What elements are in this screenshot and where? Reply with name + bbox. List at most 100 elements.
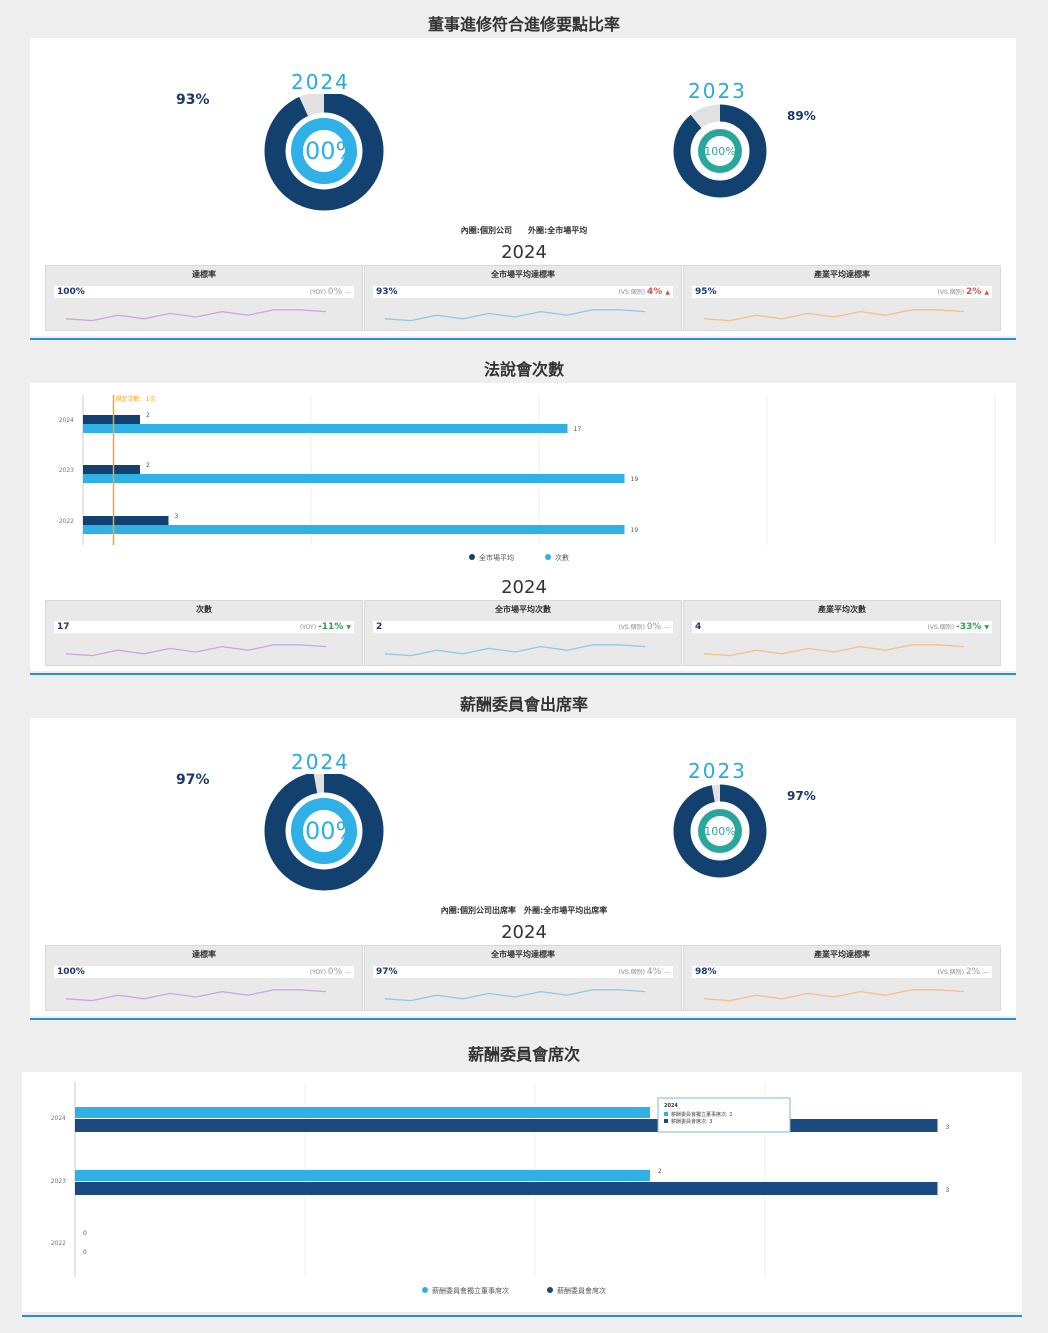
bar-value-label: 3 <box>175 513 179 520</box>
donut-inner-label: 100% <box>704 145 735 158</box>
bar-value-label: 3 <box>946 1124 950 1131</box>
stat-card: 產業平均達標率 95% (VS.個別) 2% ▲ <box>683 265 1001 331</box>
dash-icon: — <box>345 969 351 976</box>
tooltip-line: 薪酬委員會席次: 3 <box>671 1118 712 1125</box>
bar-total-seats <box>75 1182 938 1195</box>
stat-card-row: 93% (VS.個別) 4% ▲ <box>373 286 673 298</box>
arrow-down-icon: ▼ <box>346 624 351 631</box>
arrow-down-icon: ▼ <box>984 624 989 631</box>
tooltip-marker <box>664 1119 668 1123</box>
sparkline-path <box>385 644 646 657</box>
bar-value-label: 2 <box>146 412 150 419</box>
stat-card: 達標率 100% (YOY) 0% — <box>45 265 363 331</box>
stat-card-row: 2 (VS.個別) 0% — <box>373 621 673 633</box>
stat-card-title: 達標率 <box>192 950 216 959</box>
stat-card: 全市場平均達標率 97% (VS.個別) 4% — <box>364 945 682 1011</box>
stat-card-row: 100% (YOY) 0% — <box>54 966 354 978</box>
stat-card-value: 2 <box>376 622 383 632</box>
stat-card-value: 100% <box>57 967 85 977</box>
donut-inner-label: 100% <box>290 137 359 165</box>
change-value: 0% <box>327 287 345 297</box>
stat-card-change: (VS.個別) 4% ▲ <box>619 286 670 299</box>
comparison-label: (VS.個別) <box>937 969 966 976</box>
stat-card: 產業平均次數 4 (VS.個別) -33% ▼ <box>683 600 1001 666</box>
bar-market-average <box>83 415 140 424</box>
arrow-up-icon: ▲ <box>665 289 670 296</box>
donut-chart-2024: 100% <box>264 774 384 891</box>
bar-independent-seats <box>75 1170 650 1181</box>
y-tick-label: 2023 <box>59 467 74 474</box>
section-divider <box>30 673 1016 675</box>
section-divider <box>30 1018 1016 1020</box>
legend-label: 全市場平均 <box>479 553 514 562</box>
cards-year: 2024 <box>501 577 547 598</box>
stat-card-row: 95% (VS.個別) 2% ▲ <box>692 286 992 298</box>
bar-count <box>83 424 568 433</box>
stat-card-title: 產業平均達標率 <box>814 950 870 959</box>
stat-card-change: (YOY) 0% — <box>310 966 351 979</box>
sparkline <box>66 309 327 322</box>
section-divider <box>30 338 1016 340</box>
section-title-remuneration-attendance: 薪酬委員會出席率 <box>459 695 588 714</box>
stat-card-change: (VS.個別) -33% ▼ <box>928 621 989 634</box>
tooltip-line: 薪酬委員會獨立董事席次: 2 <box>671 1111 732 1118</box>
dash-icon: — <box>664 969 670 976</box>
bar-value-label: 2 <box>146 462 150 469</box>
donut-chart-2023: 100% <box>673 104 767 198</box>
legend-label: 薪酬委員會席次 <box>557 1286 606 1295</box>
bar-value-label: 2 <box>658 1168 662 1175</box>
change-value: 4% <box>646 287 666 297</box>
sparkline <box>385 309 646 322</box>
stat-card: 產業平均達標率 98% (VS.個別) 2% — <box>683 945 1001 1011</box>
stat-card-change: (VS.個別) 0% — <box>618 621 670 634</box>
sparkline-path <box>385 989 646 1002</box>
comparison-label: (VS.個別) <box>618 289 647 296</box>
sparkline <box>704 644 965 657</box>
arrow-up-icon: ▲ <box>984 289 989 296</box>
stat-card: 次數 17 (YOY) -11% ▼ <box>45 600 363 666</box>
bar-total-seats <box>75 1119 938 1132</box>
stat-card-change: (VS.個別) 2% ▲ <box>938 286 989 299</box>
change-value: 2% <box>965 967 983 977</box>
seats-bar-chart: 2024232023232022002024薪酬委員會獨立董事席次: 2薪酬委員… <box>51 1082 950 1295</box>
change-value: -11% <box>317 622 347 632</box>
sparkline-path <box>66 644 327 657</box>
sparkline <box>704 989 965 1002</box>
donut-year-2024: 2024 <box>291 70 350 94</box>
y-tick-label: 2024 <box>59 417 74 424</box>
stat-card: 全市場平均次數 2 (VS.個別) 0% — <box>364 600 682 666</box>
stat-card-value: 100% <box>57 287 85 297</box>
donut-chart-2023: 100% <box>673 784 767 878</box>
stat-card-title: 產業平均次數 <box>818 605 866 614</box>
donut-inner-ring <box>291 118 357 184</box>
stat-card-row: 98% (VS.個別) 2% — <box>692 966 992 978</box>
sparkline-path <box>704 989 965 1002</box>
change-value: 0% <box>646 622 664 632</box>
stat-card-change: (VS.個別) 4% — <box>618 966 670 979</box>
section-title-remuneration-seats: 薪酬委員會席次 <box>467 1045 580 1064</box>
stat-card-title: 次數 <box>196 605 212 614</box>
sparkline <box>385 644 646 657</box>
legend-marker <box>422 1287 428 1293</box>
stat-card-title: 全市場平均達標率 <box>491 950 555 959</box>
donut-year-2023: 2023 <box>688 759 747 783</box>
sparkline <box>66 989 327 1002</box>
stat-card-value: 95% <box>695 287 717 297</box>
donut-legend: 內圈:個別公司 外圈:全市場平均 <box>460 226 588 235</box>
y-tick-label: 2023 <box>51 1178 66 1185</box>
cards-year: 2024 <box>501 922 547 943</box>
legend-label: 次數 <box>555 553 569 562</box>
stat-card-row: 100% (YOY) 0% — <box>54 286 354 298</box>
reference-line-label: 規定次數：1次 <box>116 395 156 403</box>
bar-value-label: 3 <box>946 1187 950 1194</box>
donut-legend: 內圈:個別公司出席率 外圈:全市場平均出席率 <box>440 906 608 915</box>
donut-year-2023: 2023 <box>688 79 747 103</box>
donut-inner-label: 100% <box>704 825 735 838</box>
stat-card-title: 全市場平均達標率 <box>491 270 555 279</box>
comparison-label: (VS.個別) <box>618 969 647 976</box>
bar-value-label: 17 <box>574 426 582 433</box>
y-tick-label: 2022 <box>59 518 74 525</box>
sparkline-path <box>385 309 646 322</box>
bar-market-average <box>83 516 169 525</box>
